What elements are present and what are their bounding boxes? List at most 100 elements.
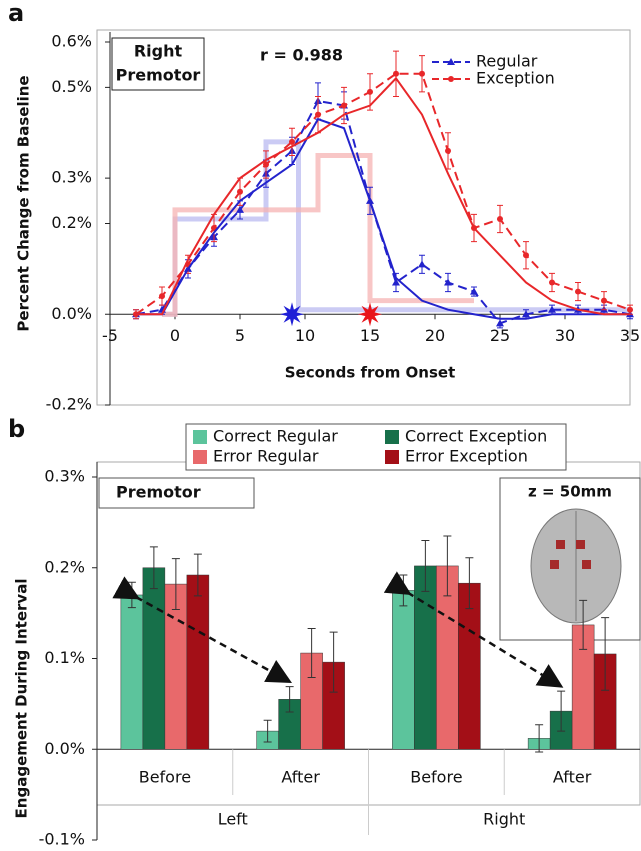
x-tick-label: -5 (102, 326, 118, 345)
error-bar (285, 686, 294, 713)
y-axis-title: Percent Change from Baseline (15, 75, 33, 331)
x-tick-label: 20 (425, 326, 445, 345)
bar (142, 567, 166, 750)
point (470, 287, 478, 295)
y-axis-title: Engagement During Interval (13, 579, 31, 819)
point (548, 305, 556, 313)
point (522, 310, 530, 318)
error-bar (535, 724, 544, 753)
series-line (136, 76, 630, 316)
panel-label: a (8, 0, 24, 27)
roi (550, 560, 559, 569)
legend-swatch (385, 430, 399, 444)
point (393, 70, 399, 77)
correlation: r = 0.988 (260, 46, 343, 65)
y-tick-label: -0.1% (39, 830, 85, 849)
point (497, 215, 503, 222)
y-tick-label: 0.6% (51, 32, 92, 51)
legend-marker (448, 76, 454, 82)
series-line (136, 117, 630, 320)
y-tick-label: 0.0% (51, 304, 92, 323)
model-step (162, 152, 474, 317)
roi (576, 540, 585, 549)
onset-star (358, 302, 382, 327)
point (418, 260, 426, 268)
x-tick-label: 25 (490, 326, 510, 345)
trend-arrow (112, 576, 293, 684)
bar (414, 565, 437, 750)
onset-star (280, 302, 304, 327)
x-tick-label: 5 (235, 326, 245, 345)
legend-label: Error Regular (213, 447, 319, 466)
legend-marker (447, 58, 455, 65)
point (549, 279, 555, 286)
bar (392, 590, 415, 750)
legend-swatch (193, 430, 207, 444)
group-label: Left (218, 810, 248, 829)
bar (186, 574, 210, 750)
region-label: Right (134, 42, 183, 61)
legend-swatch (193, 450, 207, 464)
series-line (135, 72, 631, 316)
point (289, 138, 295, 145)
bar (120, 594, 144, 750)
point (575, 288, 581, 295)
error-bar (579, 599, 588, 650)
x-tick-label: 10 (295, 326, 315, 345)
roi (582, 560, 591, 569)
group-label: Right (483, 810, 525, 829)
x-tick-label: 30 (555, 326, 575, 345)
point (496, 319, 504, 327)
legend-label: Exception (476, 69, 555, 88)
legend-label: Correct Regular (213, 427, 338, 446)
error-bar (557, 690, 566, 732)
panel-label: b (8, 415, 25, 443)
x-tick-label: 0 (170, 326, 180, 345)
point (445, 147, 451, 154)
y-tick-label: 0.3% (51, 168, 92, 187)
legend-label: Regular (476, 52, 538, 71)
point (341, 102, 347, 109)
y-tick-label: 0.2% (51, 213, 92, 232)
error-bar (307, 628, 316, 679)
x-tick-label: Before (410, 768, 462, 787)
point (523, 252, 529, 259)
point (315, 111, 321, 118)
plot-frame (96, 29, 631, 406)
x-tick-label: After (281, 768, 320, 787)
y-tick-label: 0.3% (44, 467, 85, 486)
x-tick-label: 35 (620, 326, 640, 345)
legend-box (185, 423, 567, 471)
y-tick-label: 0.0% (44, 739, 85, 758)
point (444, 278, 452, 286)
x-tick-label: Before (139, 768, 191, 787)
legend-label: Error Exception (405, 447, 528, 466)
x-tick-label: After (553, 768, 592, 787)
x-axis-title: Seconds from Onset (285, 364, 456, 382)
region-label: Premotor (116, 483, 201, 502)
point (627, 306, 633, 313)
trend-arrow (383, 571, 564, 688)
label-box (98, 477, 255, 509)
point (263, 161, 269, 168)
roi (556, 540, 565, 549)
point (601, 297, 607, 304)
point (236, 205, 244, 213)
label-box (111, 37, 205, 91)
y-tick-label: -0.2% (46, 395, 92, 414)
error-bar (263, 719, 272, 743)
region-label: Premotor (116, 66, 201, 85)
point (392, 278, 400, 286)
legend-label: Correct Exception (405, 427, 547, 446)
inset-label: z = 50mm (528, 483, 612, 501)
point (367, 88, 373, 95)
point (159, 293, 165, 300)
y-tick-label: 0.2% (44, 557, 85, 576)
point (419, 70, 425, 77)
y-tick-label: 0.5% (51, 77, 92, 96)
y-tick-label: 0.1% (44, 648, 85, 667)
error-bar (601, 617, 610, 691)
x-tick-label: 15 (360, 326, 380, 345)
legend-swatch (385, 450, 399, 464)
